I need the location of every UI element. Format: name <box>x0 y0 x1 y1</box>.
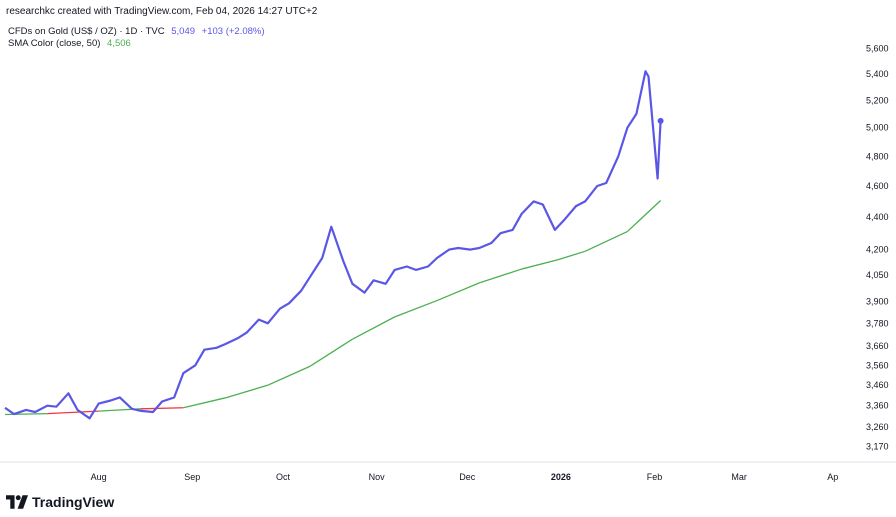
sma-line-segment <box>436 282 480 302</box>
price-line[interactable] <box>4 70 662 420</box>
y-tick-label: 3,560 <box>866 360 889 370</box>
y-tick-label: 4,200 <box>866 245 889 255</box>
price-chart[interactable]: 5,600 5,400 5,200 5,000 4,800 4,600 4,400 4,200… <box>0 0 896 490</box>
y-tick-label: 3,780 <box>866 318 889 328</box>
legend-main-value: 5,049 <box>171 26 196 37</box>
x-tick-label: Dec <box>459 472 476 482</box>
chart-credit: researchkc created with TradingView.com,… <box>6 6 318 17</box>
series-layer <box>4 70 664 420</box>
x-tick-label: Nov <box>369 472 386 482</box>
legend-sma-value: 4,506 <box>107 38 131 49</box>
sma-line-segment <box>479 268 522 284</box>
sma-line-segment <box>225 384 269 399</box>
y-tick-label: 4,600 <box>866 181 889 191</box>
x-tick-label: Feb <box>647 472 663 482</box>
sma-line-segment <box>140 407 184 410</box>
legend-main-name: CFDs on Gold (US$ / OZ) · 1D · TVC <box>8 26 165 37</box>
sma-line-segment <box>626 199 662 233</box>
y-tick-label: 3,900 <box>866 296 889 306</box>
tradingview-logo[interactable]: TradingView <box>6 494 114 510</box>
sma-line-segment <box>584 230 628 252</box>
x-tick-label: Oct <box>276 472 291 482</box>
x-tick-label: Aug <box>91 472 107 482</box>
y-tick-label: 5,600 <box>866 43 889 53</box>
sma-line-segment <box>47 410 99 415</box>
sma-line-segment <box>557 250 586 261</box>
sma-line-segment <box>4 412 48 416</box>
x-tick-label: 2026 <box>551 472 571 482</box>
y-tick-label: 5,000 <box>866 123 889 133</box>
y-tick-label: 4,400 <box>866 212 889 222</box>
tradingview-logo-icon <box>6 495 28 509</box>
legend-sma-name: SMA Color (close, 50) <box>8 38 101 49</box>
x-tick-label: Ap <box>827 472 838 482</box>
x-tick-label: Mar <box>731 472 747 482</box>
x-axis[interactable]: Aug Sep Oct Nov Dec 2026 Feb Mar Ap <box>0 461 896 482</box>
legend-main-change: +103 (+2.08%) <box>201 26 265 37</box>
sma-line-segment <box>352 316 396 340</box>
y-tick-label: 3,360 <box>866 401 889 411</box>
sma-line-segment <box>183 397 226 409</box>
last-price-point[interactable] <box>657 117 664 124</box>
y-tick-label: 3,460 <box>866 380 889 390</box>
y-tick-label: 5,400 <box>866 69 889 79</box>
y-axis[interactable]: 5,600 5,400 5,200 5,000 4,800 4,600 4,400 4,200… <box>866 43 889 451</box>
x-tick-label: Sep <box>184 472 200 482</box>
sma-line-segment <box>394 299 438 318</box>
sma-line-segment <box>521 259 559 270</box>
y-tick-label: 3,260 <box>866 422 889 432</box>
sma-line-segment <box>309 338 353 367</box>
legend-main-series[interactable]: CFDs on Gold (US$ / OZ) · 1D · TVC 5,049… <box>8 26 265 37</box>
y-tick-label: 4,050 <box>866 270 889 280</box>
y-tick-label: 5,200 <box>866 95 889 105</box>
y-tick-label: 3,170 <box>866 441 889 451</box>
sma-line-segment <box>267 365 311 386</box>
y-tick-label: 3,660 <box>866 341 889 351</box>
tradingview-logo-text: TradingView <box>32 494 115 510</box>
legend-sma-series[interactable]: SMA Color (close, 50) 4,506 <box>8 38 131 49</box>
y-tick-label: 4,800 <box>866 151 889 161</box>
